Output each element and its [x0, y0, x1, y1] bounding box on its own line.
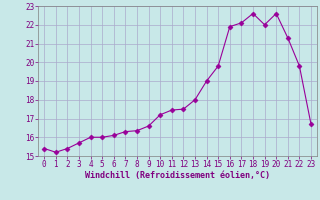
X-axis label: Windchill (Refroidissement éolien,°C): Windchill (Refroidissement éolien,°C) [85, 171, 270, 180]
